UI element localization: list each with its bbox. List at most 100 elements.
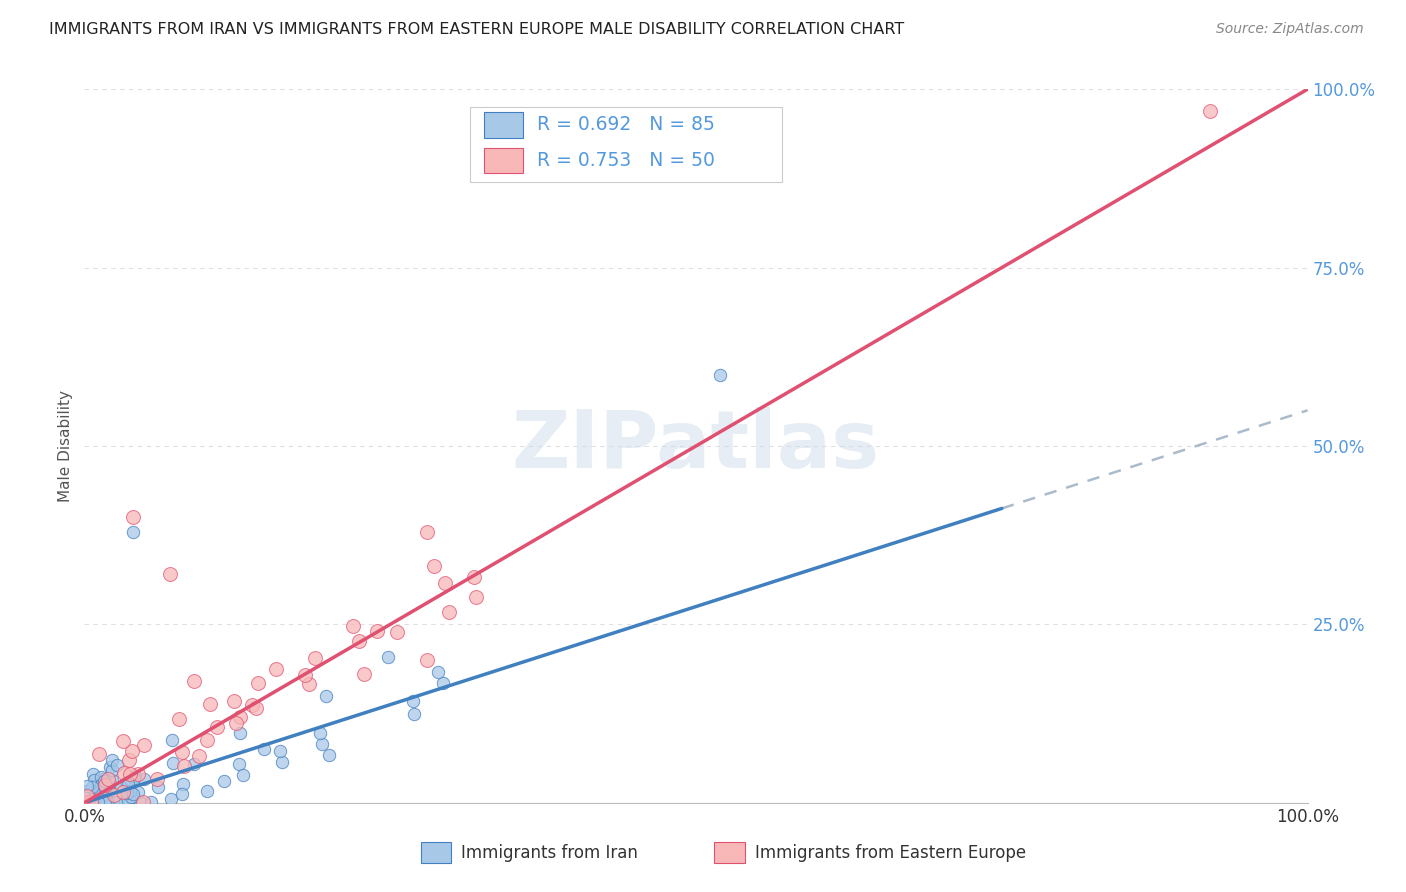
Point (115, 776, 138, 790)
Point (97, 781, 120, 796)
Point (195, 733, 218, 747)
Point (80, 780, 103, 794)
Text: Immigrants from Eastern Europe: Immigrants from Eastern Europe (755, 844, 1026, 862)
Point (416, 524, 439, 539)
Point (104, 795, 127, 809)
Point (315, 690, 337, 704)
Point (110, 780, 132, 794)
Point (122, 787, 145, 801)
Point (112, 782, 135, 797)
Point (224, 694, 246, 708)
Point (463, 570, 485, 584)
Point (122, 510, 145, 524)
Point (422, 558, 444, 573)
Point (228, 757, 250, 772)
FancyBboxPatch shape (714, 842, 745, 863)
Point (122, 524, 145, 539)
Point (124, 769, 146, 783)
Text: ZIPatlas: ZIPatlas (512, 407, 880, 485)
Text: Immigrants from Iran: Immigrants from Iran (461, 844, 638, 862)
Text: R = 0.692   N = 85: R = 0.692 N = 85 (537, 115, 714, 135)
Point (79, 795, 101, 809)
Point (105, 758, 128, 772)
Point (87, 747, 110, 762)
Point (112, 785, 135, 799)
Point (173, 758, 195, 772)
Point (434, 576, 457, 591)
Point (84, 795, 107, 809)
Point (107, 795, 129, 809)
Point (172, 787, 194, 801)
Point (426, 665, 449, 679)
Point (76, 779, 98, 793)
Point (111, 734, 134, 748)
Point (103, 795, 125, 809)
Point (83, 772, 105, 787)
Point (229, 725, 252, 739)
Point (96, 795, 118, 809)
Point (82, 767, 104, 781)
Point (162, 733, 184, 747)
Point (86, 795, 108, 809)
Point (90, 795, 112, 809)
Point (347, 634, 370, 648)
Point (100, 753, 122, 767)
Point (118, 784, 141, 798)
Point (94, 795, 117, 809)
Point (129, 795, 152, 809)
Point (172, 777, 194, 791)
Point (98, 760, 121, 774)
Point (77, 795, 100, 809)
Text: IMMIGRANTS FROM IRAN VS IMMIGRANTS FROM EASTERN EUROPE MALE DISABILITY CORRELATI: IMMIGRANTS FROM IRAN VS IMMIGRANTS FROM … (49, 22, 904, 37)
FancyBboxPatch shape (470, 107, 782, 182)
Point (432, 675, 454, 690)
Point (100, 772, 122, 787)
Point (76, 795, 98, 809)
Point (112, 766, 135, 780)
Point (115, 786, 138, 800)
Point (416, 653, 439, 667)
Point (122, 772, 145, 786)
Point (127, 785, 149, 799)
Point (76, 784, 98, 798)
Point (167, 712, 190, 726)
Point (709, 368, 731, 382)
Point (96, 795, 118, 809)
Point (100, 763, 122, 777)
Point (89, 784, 111, 798)
Point (120, 767, 142, 781)
Point (172, 745, 194, 759)
Point (311, 737, 333, 751)
Point (464, 590, 486, 604)
Point (76, 795, 98, 809)
Point (198, 697, 221, 711)
Point (76, 783, 98, 797)
Point (245, 700, 267, 714)
Point (264, 662, 287, 676)
Point (385, 625, 408, 640)
Point (304, 650, 326, 665)
Point (342, 619, 364, 633)
Point (97, 772, 120, 787)
Text: R = 0.753   N = 50: R = 0.753 N = 50 (537, 151, 714, 170)
FancyBboxPatch shape (484, 112, 523, 137)
Point (120, 790, 142, 805)
FancyBboxPatch shape (420, 842, 451, 863)
Point (76, 795, 98, 809)
Point (366, 624, 388, 639)
Point (229, 709, 252, 723)
Point (94, 795, 117, 809)
Point (146, 780, 169, 794)
Point (121, 789, 143, 804)
Point (309, 726, 332, 740)
Point (353, 666, 375, 681)
Point (232, 768, 254, 782)
Point (94, 778, 117, 792)
Point (98, 795, 121, 809)
Point (80, 795, 103, 809)
Point (183, 674, 205, 689)
Point (98, 775, 121, 789)
Point (96, 780, 118, 794)
Point (93, 774, 115, 789)
Point (298, 677, 321, 691)
